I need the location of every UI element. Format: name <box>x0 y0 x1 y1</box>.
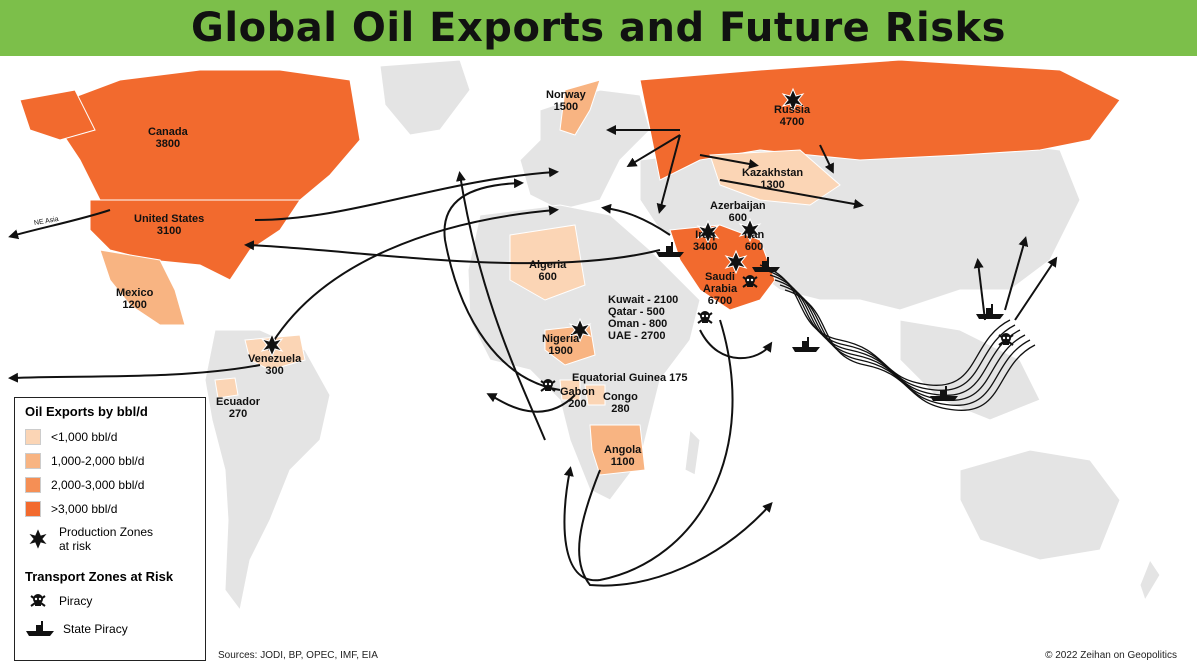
legend-swatch <box>25 429 41 445</box>
legend-state-piracy-label: State Piracy <box>63 622 128 636</box>
legend-swatch <box>25 501 41 517</box>
legend-piracy-label: Piracy <box>59 594 93 608</box>
label-canada: Canada 3800 <box>148 126 188 150</box>
route-us-europe <box>254 167 559 221</box>
label-gulf-states: Kuwait - 2100 Qatar - 500 Oman - 800 UAE -… <box>608 294 679 342</box>
region-middle-east <box>669 224 776 311</box>
label-iraq: Iraq 3400 <box>693 229 718 253</box>
copyright: © 2022 Zeihan on Geopolitics <box>1045 650 1177 661</box>
legend-label: <1,000 bbl/d <box>51 430 118 444</box>
asia-tanker-route <box>759 264 1036 411</box>
label-saudi-arabia: Saudi Arabia 6700 <box>702 271 738 307</box>
australia <box>959 449 1121 561</box>
route-red-sea <box>601 203 671 236</box>
greenland <box>379 59 471 136</box>
burst-icon <box>27 527 49 551</box>
route-atlantic-s <box>456 171 546 441</box>
label-iran: Iran 600 <box>744 229 765 253</box>
region-united-states <box>89 199 301 281</box>
label-gabon: Gabon 200 <box>560 386 595 410</box>
legend-item: 2,000-3,000 bbl/d <box>25 473 195 497</box>
title-banner: Global Oil Exports and Future Risks <box>0 0 1197 56</box>
region-mexico <box>99 249 186 326</box>
route-russia-east <box>819 144 834 174</box>
label-norway: Norway 1500 <box>546 89 586 113</box>
legend-production-zones: Production Zones at risk <box>25 525 195 553</box>
sources: Sources: JODI, BP, OPEC, IMF, EIA <box>218 650 378 661</box>
new-zealand <box>1139 558 1161 602</box>
south-america <box>204 329 331 612</box>
region-kazakhstan <box>709 149 841 206</box>
shipping-routes <box>8 125 864 587</box>
route-kazakh-east <box>719 179 864 209</box>
route-venezuela-west <box>8 364 261 383</box>
skull-icon <box>30 593 46 607</box>
legend-item: >3,000 bbl/d <box>25 497 195 521</box>
route-russia-west-2 <box>626 134 681 168</box>
legend-piracy: Piracy <box>25 590 195 612</box>
legend-label: 1,000-2,000 bbl/d <box>51 454 145 468</box>
region-alaska <box>19 89 96 141</box>
region-congo <box>584 384 606 406</box>
legend-item: <1,000 bbl/d <box>25 425 195 449</box>
world-map <box>8 59 1161 612</box>
legend-title: Oil Exports by bbl/d <box>25 404 148 419</box>
legend-production-sublabel: at risk <box>59 539 92 553</box>
legend-swatch <box>25 453 41 469</box>
region-norway <box>559 79 601 136</box>
route-venezuela-europe <box>267 205 559 351</box>
label-kazakhstan: Kazakhstan 1300 <box>742 167 804 191</box>
label-congo: Congo 280 <box>603 391 638 415</box>
legend-transport-title: Transport Zones at Risk <box>25 569 174 584</box>
legend-label: >3,000 bbl/d <box>51 502 118 516</box>
europe <box>519 89 651 211</box>
route-caspian <box>699 154 759 169</box>
southeast-asia <box>899 319 1041 421</box>
legend-production-label: Production Zones <box>59 525 154 539</box>
region-venezuela <box>244 334 306 371</box>
route-gabon <box>486 393 576 413</box>
legend-label: 2,000-3,000 bbl/d <box>51 478 145 492</box>
asia-branch-arrows <box>973 236 1058 321</box>
legend-item: 1,000-2,000 bbl/d <box>25 449 195 473</box>
legend-swatch <box>25 477 41 493</box>
label-ecuador: Ecuador 270 <box>216 396 261 420</box>
route-angola-cape <box>578 469 773 587</box>
label-nigeria: Nigeria 1900 <box>542 333 580 357</box>
map-title: Global Oil Exports and Future Risks <box>191 5 1006 51</box>
label-azerbaijan: Azerbaijan 600 <box>710 200 766 224</box>
route-middle-east-us <box>244 240 661 265</box>
route-ne-asia <box>8 209 111 240</box>
madagascar <box>684 428 701 476</box>
ship-icon <box>26 621 54 636</box>
label-united-states: United States 3100 <box>134 213 205 237</box>
label-venezuela: Venezuela 300 <box>248 353 302 377</box>
label-equatorial-guinea: Equatorial Guinea 175 <box>572 372 688 384</box>
export-countries <box>19 59 1121 476</box>
region-russia <box>639 59 1121 181</box>
region-canada <box>39 69 361 201</box>
route-russia-south <box>656 134 681 214</box>
label-algeria: Algeria 600 <box>529 259 567 283</box>
label-angola: Angola 1100 <box>604 444 642 468</box>
route-mediterranean <box>699 329 773 360</box>
legend: Oil Exports by bbl/d <1,000 bbl/d 1,000-… <box>14 397 206 661</box>
region-angola <box>589 424 646 476</box>
route-cape <box>563 319 734 582</box>
region-ecuador <box>214 377 239 399</box>
legend-state-piracy: State Piracy <box>25 620 195 638</box>
label-mexico: Mexico 1200 <box>116 287 154 311</box>
label-russia: Russia 4700 <box>774 104 811 128</box>
